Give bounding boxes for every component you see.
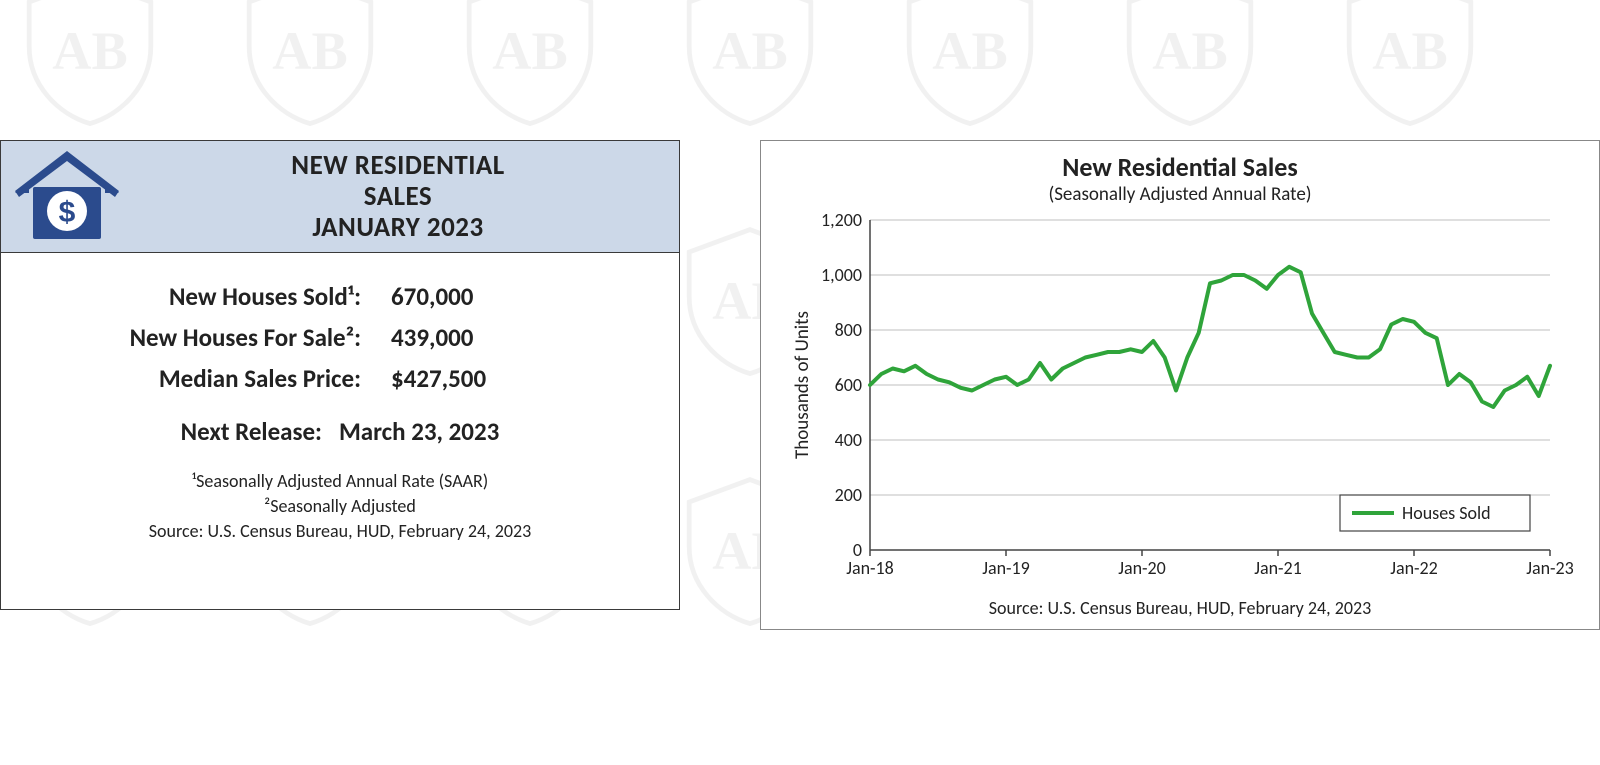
source-line: Source: U.S. Census Bureau, HUD, Februar… (31, 519, 649, 544)
chart-title: New Residential Sales (771, 151, 1589, 183)
stat-value: 670,000 (391, 281, 551, 312)
house-dollar-icon: $ (7, 147, 127, 247)
svg-text:Jan-21: Jan-21 (1254, 557, 1302, 579)
svg-text:AB: AB (1372, 21, 1448, 81)
next-release-label: Next Release: (181, 416, 322, 447)
svg-text:Jan-18: Jan-18 (846, 557, 894, 579)
svg-text:1,200: 1,200 (821, 210, 862, 231)
svg-text:Thousands of Units: Thousands of Units (791, 311, 814, 459)
summary-card-header: $ NEW RESIDENTIAL SALES JANUARY 2023 (1, 141, 679, 253)
svg-text:200: 200 (835, 484, 862, 506)
chart-source: Source: U.S. Census Bureau, HUD, Februar… (771, 597, 1589, 619)
svg-text:AB: AB (272, 21, 348, 81)
chart-panel: New Residential Sales (Seasonally Adjust… (760, 140, 1600, 630)
stat-row: Median Sales Price:$427,500 (31, 363, 649, 394)
line-chart: 02004006008001,0001,200Thousands of Unit… (780, 210, 1580, 595)
title-line-2: SALES (127, 181, 669, 212)
stat-row: New Houses For Sale²:439,000 (31, 322, 649, 353)
svg-text:Houses Sold: Houses Sold (1402, 502, 1491, 524)
svg-text:Jan-22: Jan-22 (1390, 557, 1438, 579)
svg-text:$: $ (59, 196, 76, 229)
summary-card-title: NEW RESIDENTIAL SALES JANUARY 2023 (127, 150, 669, 243)
footnotes: ¹Seasonally Adjusted Annual Rate (SAAR) … (31, 469, 649, 545)
svg-text:1,000: 1,000 (821, 264, 862, 286)
svg-text:AB: AB (932, 21, 1008, 81)
svg-text:400: 400 (835, 429, 862, 451)
stat-value: $427,500 (391, 363, 551, 394)
next-release: Next Release: March 23, 2023 (31, 416, 649, 447)
svg-text:AB: AB (712, 21, 788, 81)
svg-text:AB: AB (492, 21, 568, 81)
footnote-2: ²Seasonally Adjusted (31, 494, 649, 519)
svg-text:Jan-20: Jan-20 (1118, 557, 1166, 579)
svg-text:AB: AB (52, 21, 128, 81)
svg-text:Jan-23: Jan-23 (1526, 557, 1574, 579)
title-line-1: NEW RESIDENTIAL (127, 150, 669, 181)
stat-label: Median Sales Price: (31, 363, 391, 394)
footnote-1: ¹Seasonally Adjusted Annual Rate (SAAR) (31, 469, 649, 494)
next-release-value: March 23, 2023 (339, 416, 499, 447)
svg-text:800: 800 (835, 319, 862, 341)
summary-card: $ NEW RESIDENTIAL SALES JANUARY 2023 New… (0, 140, 680, 610)
summary-card-body: New Houses Sold¹:670,000New Houses For S… (1, 253, 679, 555)
svg-text:600: 600 (835, 374, 862, 396)
svg-text:Jan-19: Jan-19 (982, 557, 1030, 579)
stat-label: New Houses For Sale²: (31, 322, 391, 353)
stat-value: 439,000 (391, 322, 551, 353)
stat-label: New Houses Sold¹: (31, 281, 391, 312)
svg-text:AB: AB (1152, 21, 1228, 81)
stats-block: New Houses Sold¹:670,000New Houses For S… (31, 281, 649, 394)
chart-subtitle: (Seasonally Adjusted Annual Rate) (771, 183, 1589, 206)
stat-row: New Houses Sold¹:670,000 (31, 281, 649, 312)
title-line-3: JANUARY 2023 (127, 212, 669, 243)
